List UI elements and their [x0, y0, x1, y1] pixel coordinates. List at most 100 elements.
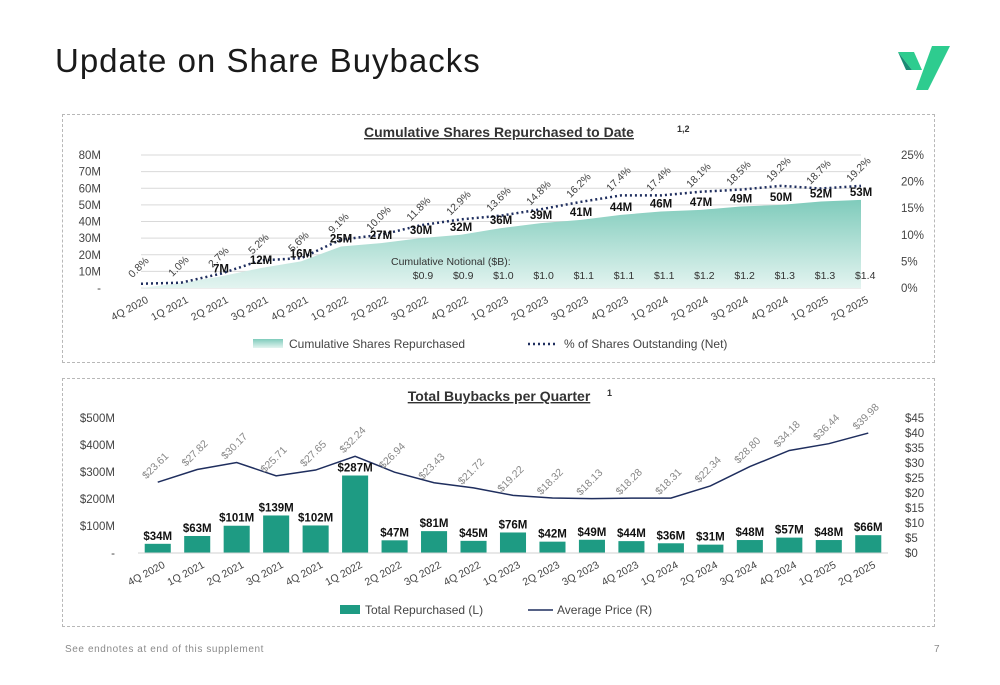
price-data-label: $18.28 [614, 466, 645, 497]
bar-data-label: $57M [775, 525, 804, 537]
page-number: 7 [934, 644, 940, 655]
buyback-bar [302, 525, 329, 553]
buyback-bar [539, 541, 566, 553]
x-tick-label: 1Q 2022 [309, 294, 350, 324]
shares-data-label: 41M [570, 207, 592, 219]
legend-label: Cumulative Shares Repurchased [289, 337, 465, 351]
bar-data-label: $47M [380, 527, 409, 539]
x-tick-label: 1Q 2022 [323, 559, 364, 589]
x-tick-label: 2Q 2024 [669, 294, 710, 324]
x-tick-label: 2Q 2023 [509, 294, 550, 324]
buyback-bar [381, 540, 408, 553]
buyback-bar [499, 532, 527, 553]
cumulative-shares-chart: Cumulative Shares Repurchased to Date 1,… [79, 124, 924, 351]
bar-data-label: $102M [298, 512, 333, 524]
price-data-label: $18.13 [574, 467, 605, 498]
shares-data-label: 52M [810, 189, 832, 201]
y-right-tick-label: $25 [905, 473, 924, 485]
legend-label: Total Repurchased (L) [365, 603, 483, 617]
x-tick-label: 1Q 2024 [639, 559, 680, 589]
x-tick-label: 4Q 2021 [269, 294, 310, 324]
legend-label: % of Shares Outstanding (Net) [564, 337, 727, 351]
pct-data-label: 17.4% [644, 165, 674, 195]
y-right-tick-label: $5 [905, 533, 918, 545]
x-tick-label: 1Q 2024 [629, 294, 670, 324]
x-tick-label: 4Q 2020 [109, 294, 150, 324]
x-tick-label: 3Q 2022 [402, 559, 443, 589]
shares-data-label: 16M [290, 248, 312, 260]
y-left-tick-label: - [97, 283, 101, 295]
pct-data-label: 0.8% [126, 255, 151, 280]
shares-data-label: 7M [213, 263, 229, 275]
bar-data-label: $49M [578, 527, 607, 539]
buyback-bar [263, 515, 290, 553]
x-tick-label: 2Q 2022 [349, 294, 390, 324]
y-right-tick-label: $0 [905, 548, 918, 560]
price-data-label: $23.61 [140, 450, 171, 481]
buyback-bar [144, 543, 171, 553]
pct-data-label: 18.7% [804, 158, 834, 188]
bar-data-label: $44M [617, 528, 646, 540]
pct-data-label: 18.1% [684, 161, 714, 191]
price-data-label: $28.80 [732, 435, 763, 466]
price-data-label: $18.32 [535, 466, 566, 497]
price-data-label: $27.65 [298, 438, 329, 469]
x-tick-label: 2Q 2022 [363, 559, 404, 589]
price-data-label: $18.31 [653, 466, 684, 497]
chart-title-group: Total Buybacks per Quarter 1 [408, 388, 612, 404]
bar-data-label: $76M [499, 519, 528, 531]
y-right-tick-label: $40 [905, 428, 924, 440]
price-data-label: $34.18 [772, 419, 803, 450]
y-left-tick-label: $100M [80, 521, 115, 533]
y-right-tick-label: 15% [901, 203, 924, 215]
x-tick-label: 3Q 2023 [549, 294, 590, 324]
notional-value: $1.2 [734, 270, 755, 282]
shares-data-label: 36M [490, 215, 512, 227]
x-tick-label: 3Q 2022 [389, 294, 430, 324]
shares-data-label: 12M [250, 255, 272, 267]
x-tick-label: 4Q 2023 [589, 294, 630, 324]
buyback-bar [223, 525, 250, 553]
notional-value: $0.9 [413, 270, 434, 282]
notional-value: $1.2 [694, 270, 715, 282]
bar-data-label: $66M [854, 522, 883, 534]
cumulative-chart-panel: Cumulative Shares Repurchased to Date 1,… [62, 114, 935, 363]
price-data-label: $22.34 [693, 454, 724, 485]
shares-data-label: 47M [690, 197, 712, 209]
y-left-tick-label: 60M [79, 183, 101, 195]
legend-label: Average Price (R) [557, 603, 652, 617]
x-tick-label: 1Q 2023 [469, 294, 510, 324]
y-right-tick-label: 25% [901, 150, 924, 162]
pct-data-label: 10.0% [364, 204, 394, 234]
pct-data-label: 11.8% [404, 195, 433, 224]
notional-heading: Cumulative Notional ($B): [391, 256, 511, 268]
y-right-tick-label: 5% [901, 256, 918, 268]
shares-data-label: 44M [610, 202, 632, 214]
average-price-line [157, 432, 869, 500]
notional-value: $1.1 [614, 270, 635, 282]
notional-value: $1.1 [574, 270, 595, 282]
buyback-bar [697, 544, 724, 553]
bar-data-label: $63M [183, 523, 212, 535]
x-tick-label: 3Q 2024 [709, 294, 750, 324]
x-tick-label: 3Q 2023 [560, 559, 601, 589]
y-left-tick-label: 10M [79, 266, 101, 278]
logo-left-shape [898, 52, 922, 70]
y-left-tick-label: 20M [79, 250, 101, 262]
pct-data-label: 12.9% [444, 188, 474, 218]
shares-data-label: 39M [530, 210, 552, 222]
pct-data-label: 1.0% [166, 254, 191, 279]
buyback-bar [184, 535, 211, 553]
shares-data-label: 46M [650, 199, 672, 211]
x-tick-label: 2Q 2021 [189, 294, 230, 324]
logo-shadow-shape [898, 52, 912, 70]
y-right-tick-label: 10% [901, 230, 924, 242]
y-right-tick-label: $20 [905, 488, 924, 500]
notional-value: $1.4 [855, 270, 876, 282]
footnote: See endnotes at end of this supplement [65, 644, 265, 655]
legend-bar-swatch [340, 605, 360, 614]
y-right-tick-label: 20% [901, 177, 924, 189]
x-tick-label: 3Q 2021 [229, 294, 270, 324]
price-data-label: $25.71 [258, 444, 289, 475]
bar-data-label: $101M [219, 513, 254, 525]
